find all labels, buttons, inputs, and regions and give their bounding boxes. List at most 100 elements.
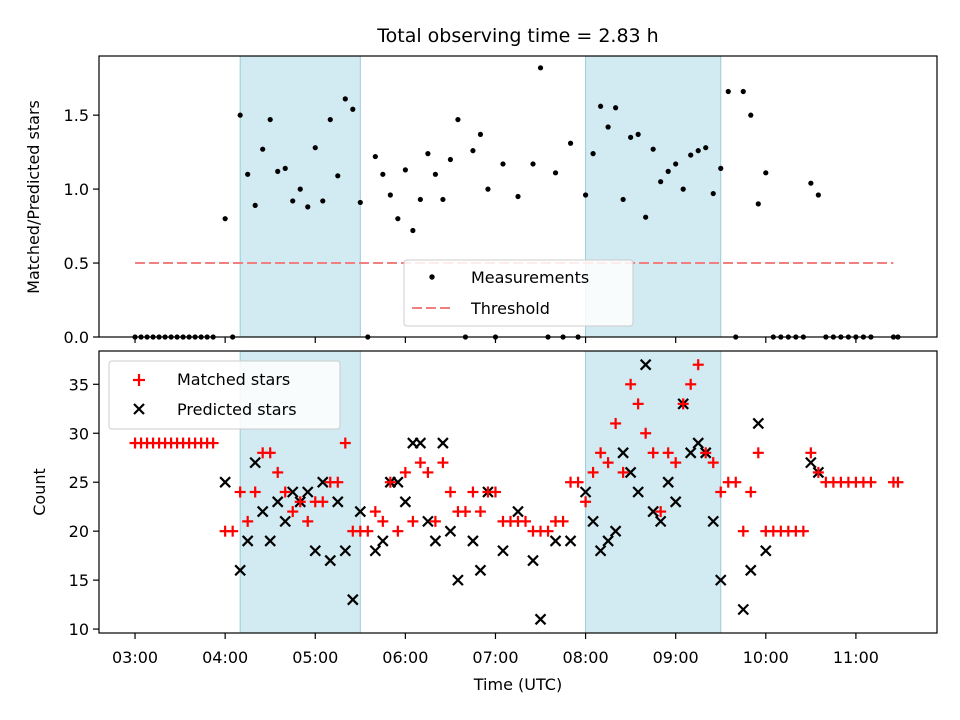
- matched-stars-point: [647, 447, 659, 459]
- matched-stars-point: [692, 359, 704, 371]
- predicted-stars-point: [647, 505, 659, 518]
- predicted-stars-point: [714, 574, 727, 586]
- matched-stars-point: [332, 476, 344, 488]
- matched-stars-point: [317, 496, 329, 508]
- matched-stars-point: [670, 457, 682, 469]
- predicted-stars-point: [654, 515, 667, 528]
- top-legend: Measurements Threshold: [403, 259, 634, 327]
- predicted-stars-point: [399, 496, 412, 508]
- bottom-x-axis-label: Time (UTC): [473, 675, 562, 694]
- predicted-stars-point: [437, 437, 449, 449]
- top-legend-box: [403, 259, 634, 327]
- bottom-x-tick-label: 03:00: [112, 648, 158, 667]
- predicted-stars-point: [662, 476, 674, 488]
- matched-stars-point: [384, 476, 396, 488]
- measurement-point: [740, 88, 746, 95]
- matched-stars-point: [249, 486, 261, 498]
- predicted-stars-point: [579, 486, 592, 498]
- matched-stars-point: [489, 486, 501, 498]
- top-panel: 0.0 0.5 1.0 1.5 Matched/Predicted stars Mea…: [24, 55, 938, 347]
- predicted-stars-point: [760, 544, 772, 557]
- matched-stars-point: [602, 457, 614, 469]
- matched-stars-series: [129, 359, 904, 537]
- matched-stars-point: [752, 447, 764, 459]
- measurement-point: [567, 140, 574, 146]
- matched-stars-point: [595, 447, 607, 459]
- matched-stars-point: [437, 457, 449, 469]
- matched-stars-point: [234, 486, 246, 498]
- measurement-point: [485, 186, 491, 192]
- bottom-plot-frame: [98, 350, 938, 634]
- predicted-stars-point: [369, 544, 382, 557]
- matched-stars-point: [444, 486, 456, 498]
- bottom-legend-box: [108, 360, 341, 430]
- predicted-stars-series: [219, 358, 825, 626]
- measurement-point: [237, 112, 243, 118]
- predicted-stars-point: [467, 535, 479, 547]
- predicted-stars-point: [594, 544, 607, 557]
- measurement-point: [763, 170, 769, 176]
- legend-matched-marker: [133, 374, 145, 386]
- top-y-axis: 0.0 0.5 1.0 1.5: [64, 106, 99, 347]
- measurement-point: [530, 161, 536, 167]
- measurement-point: [395, 216, 401, 222]
- predicted-stars-point: [474, 564, 487, 577]
- matched-stars-point: [892, 476, 904, 488]
- matched-stars-point: [557, 515, 569, 527]
- matched-stars-point: [797, 525, 809, 537]
- matched-stars-point: [392, 525, 404, 537]
- matched-stars-point: [865, 476, 877, 488]
- measurement-point: [665, 168, 671, 174]
- bottom-x-tick-label: 04:00: [202, 648, 248, 667]
- predicted-stars-point: [324, 554, 337, 567]
- bottom-x-tick-label: 07:00: [472, 648, 518, 667]
- matched-stars-point: [429, 515, 441, 527]
- predicted-stars-point: [354, 505, 367, 518]
- matched-stars-point: [745, 486, 757, 498]
- measurement-point: [297, 186, 303, 192]
- predicted-stars-point: [452, 574, 464, 586]
- bottom-y-tick-label: 30: [69, 424, 89, 443]
- bottom-legend: Matched stars Predicted stars: [108, 360, 341, 430]
- predicted-stars-point: [256, 505, 269, 518]
- chart-title: Total observing time = 2.83 h: [376, 25, 658, 47]
- predicted-stars-point: [564, 535, 577, 547]
- top-y-tick-label: 0.5: [64, 254, 89, 273]
- measurement-point: [267, 116, 273, 123]
- measurement-point: [350, 106, 356, 112]
- predicted-stars-point: [617, 447, 629, 459]
- predicted-stars-point: [624, 466, 637, 479]
- measurement-point: [260, 146, 266, 152]
- matched-stars-point: [520, 515, 532, 527]
- measurement-point: [320, 198, 326, 204]
- predicted-stars-point: [587, 515, 599, 528]
- measurement-point: [357, 199, 363, 206]
- measurement-point: [597, 103, 604, 109]
- matched-stars-point: [812, 466, 824, 478]
- matched-stars-point: [730, 476, 742, 488]
- matched-stars-point: [377, 515, 389, 527]
- measurement-point: [440, 196, 446, 203]
- matched-stars-point: [362, 525, 374, 537]
- matched-stars-point: [542, 525, 554, 537]
- matched-stars-point: [242, 515, 254, 527]
- measurement-point: [680, 186, 686, 192]
- matched-stars-point: [414, 457, 426, 469]
- matched-stars-point: [459, 506, 471, 518]
- matched-stars-point: [715, 486, 727, 498]
- bottom-x-tick-label: 06:00: [382, 648, 428, 667]
- bottom-y-axis: 10 15 20 25 30 35: [69, 375, 99, 639]
- predicted-stars-point: [422, 515, 434, 528]
- predicted-stars-point: [234, 564, 246, 577]
- measurement-point: [635, 131, 641, 137]
- legend-measurements-marker: [429, 274, 435, 280]
- predicted-stars-point: [744, 564, 757, 577]
- predicted-stars-point: [264, 535, 276, 547]
- measurement-point: [650, 146, 656, 152]
- predicted-stars-point: [602, 535, 614, 547]
- measurement-point: [718, 165, 724, 171]
- predicted-stars-point: [429, 535, 442, 547]
- measurement-point: [402, 167, 408, 173]
- predicted-stars-point: [279, 515, 292, 528]
- predicted-stars-point: [347, 593, 359, 606]
